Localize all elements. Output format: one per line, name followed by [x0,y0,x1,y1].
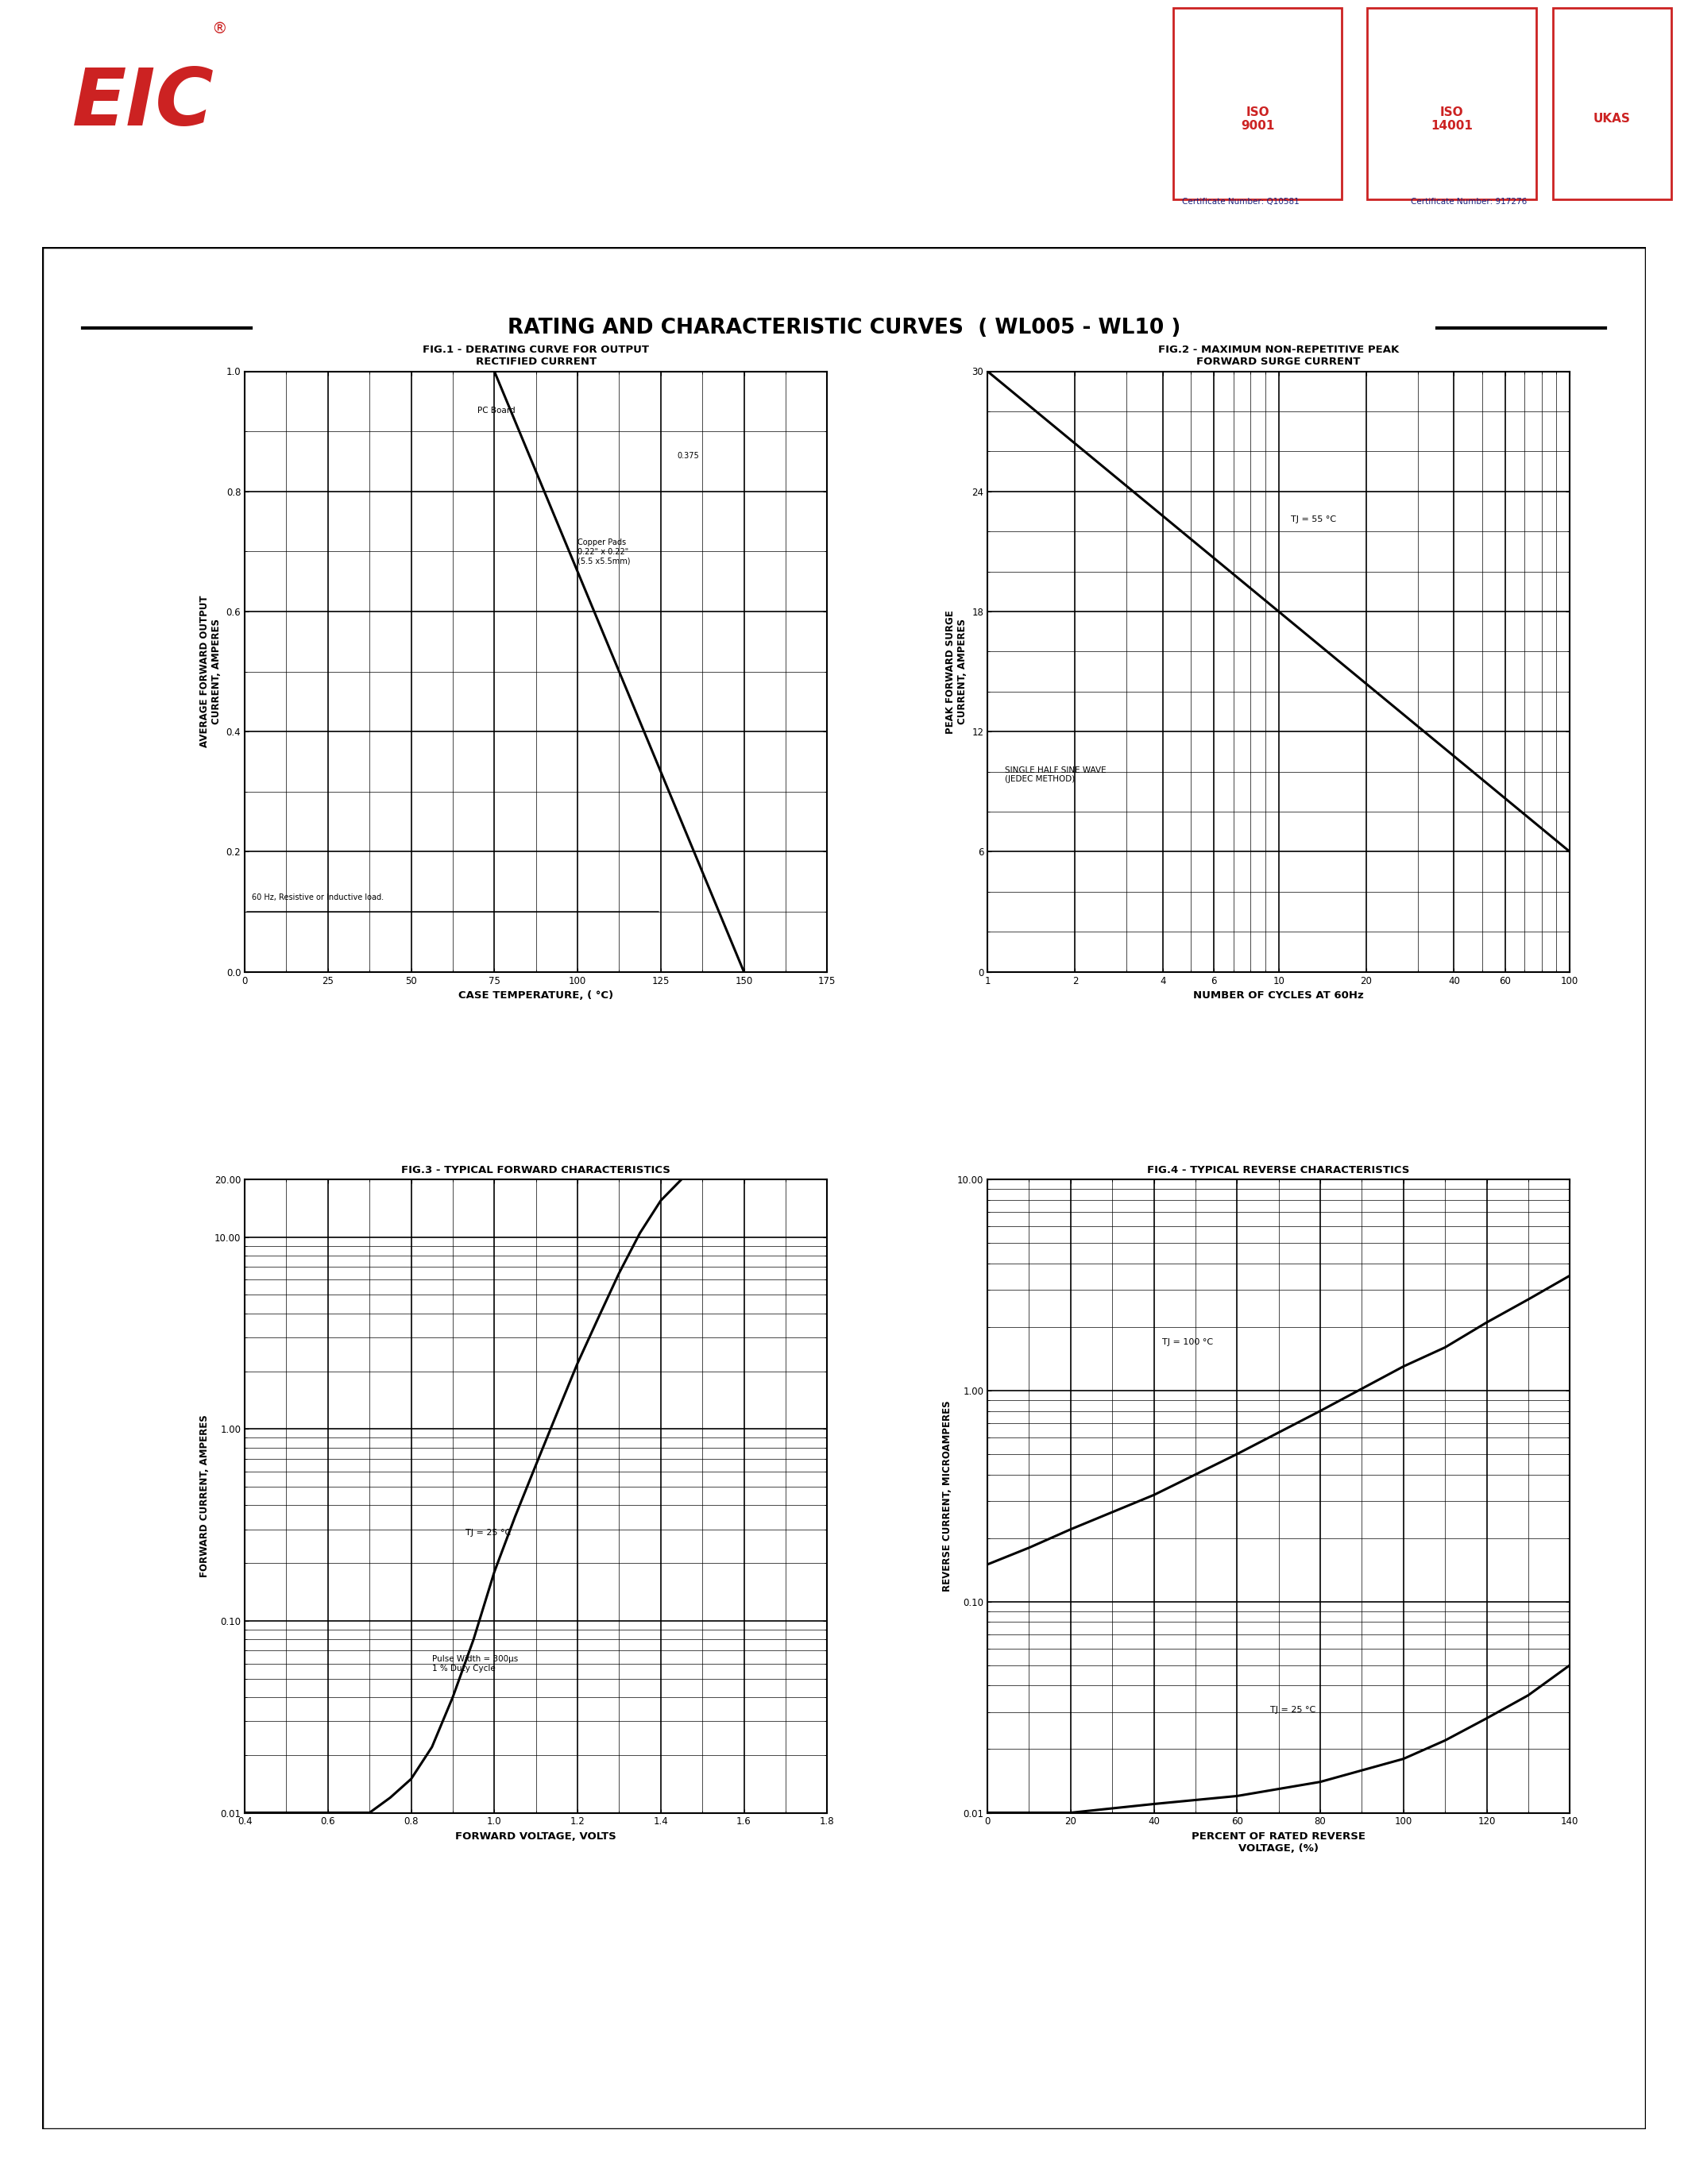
Text: Copper Pads
0.22" x 0.22"
(5.5 x5.5mm): Copper Pads 0.22" x 0.22" (5.5 x5.5mm) [577,539,630,566]
Title: FIG.1 - DERATING CURVE FOR OUTPUT
RECTIFIED CURRENT: FIG.1 - DERATING CURVE FOR OUTPUT RECTIF… [422,345,650,367]
Text: PC Board: PC Board [478,406,515,415]
Text: 0.375: 0.375 [677,452,699,461]
X-axis label: NUMBER OF CYCLES AT 60Hz: NUMBER OF CYCLES AT 60Hz [1193,992,1364,1000]
X-axis label: FORWARD VOLTAGE, VOLTS: FORWARD VOLTAGE, VOLTS [456,1832,616,1841]
Y-axis label: PEAK FORWARD SURGE
CURRENT, AMPERES: PEAK FORWARD SURGE CURRENT, AMPERES [945,609,967,734]
Text: 60 Hz, Resistive or Inductive load.: 60 Hz, Resistive or Inductive load. [252,893,383,902]
Y-axis label: REVERSE CURRENT, MICROAMPERES: REVERSE CURRENT, MICROAMPERES [942,1400,952,1592]
Bar [1173,9,1342,199]
Text: ISO
9001: ISO 9001 [1241,107,1274,131]
X-axis label: PERCENT OF RATED REVERSE
VOLTAGE, (%): PERCENT OF RATED REVERSE VOLTAGE, (%) [1192,1832,1366,1854]
Text: RATING AND CHARACTERISTIC CURVES  ( WL005 - WL10 ): RATING AND CHARACTERISTIC CURVES ( WL005… [508,317,1180,339]
Text: SINGLE HALF SINE WAVE
(JEDEC METHOD): SINGLE HALF SINE WAVE (JEDEC METHOD) [1004,767,1107,784]
Text: TJ = 25 °C: TJ = 25 °C [1271,1706,1317,1714]
Y-axis label: AVERAGE FORWARD OUTPUT
CURRENT, AMPERES: AVERAGE FORWARD OUTPUT CURRENT, AMPERES [199,596,221,747]
Text: ®: ® [211,22,228,37]
Title: FIG.4 - TYPICAL REVERSE CHARACTERISTICS: FIG.4 - TYPICAL REVERSE CHARACTERISTICS [1148,1164,1409,1175]
Bar [1553,9,1671,199]
Title: FIG.2 - MAXIMUM NON-REPETITIVE PEAK
FORWARD SURGE CURRENT: FIG.2 - MAXIMUM NON-REPETITIVE PEAK FORW… [1158,345,1399,367]
Bar [1367,9,1536,199]
Text: TJ = 55 °C: TJ = 55 °C [1291,515,1337,522]
Text: Certificate Number: 917276: Certificate Number: 917276 [1411,197,1526,205]
Text: Pulse Width = 300μs
1 % Duty Cycle: Pulse Width = 300μs 1 % Duty Cycle [432,1655,518,1673]
Text: ISO
14001: ISO 14001 [1431,107,1472,131]
Title: FIG.3 - TYPICAL FORWARD CHARACTERISTICS: FIG.3 - TYPICAL FORWARD CHARACTERISTICS [402,1164,670,1175]
Text: UKAS: UKAS [1593,114,1631,124]
Text: TJ = 100 °C: TJ = 100 °C [1161,1339,1214,1345]
Text: TJ = 25 °C: TJ = 25 °C [466,1529,511,1538]
Y-axis label: FORWARD CURRENT, AMPERES: FORWARD CURRENT, AMPERES [199,1415,209,1577]
X-axis label: CASE TEMPERATURE, ( °C): CASE TEMPERATURE, ( °C) [459,992,613,1000]
Text: Certificate Number: Q10581: Certificate Number: Q10581 [1182,197,1300,205]
Text: EIC: EIC [73,66,214,142]
